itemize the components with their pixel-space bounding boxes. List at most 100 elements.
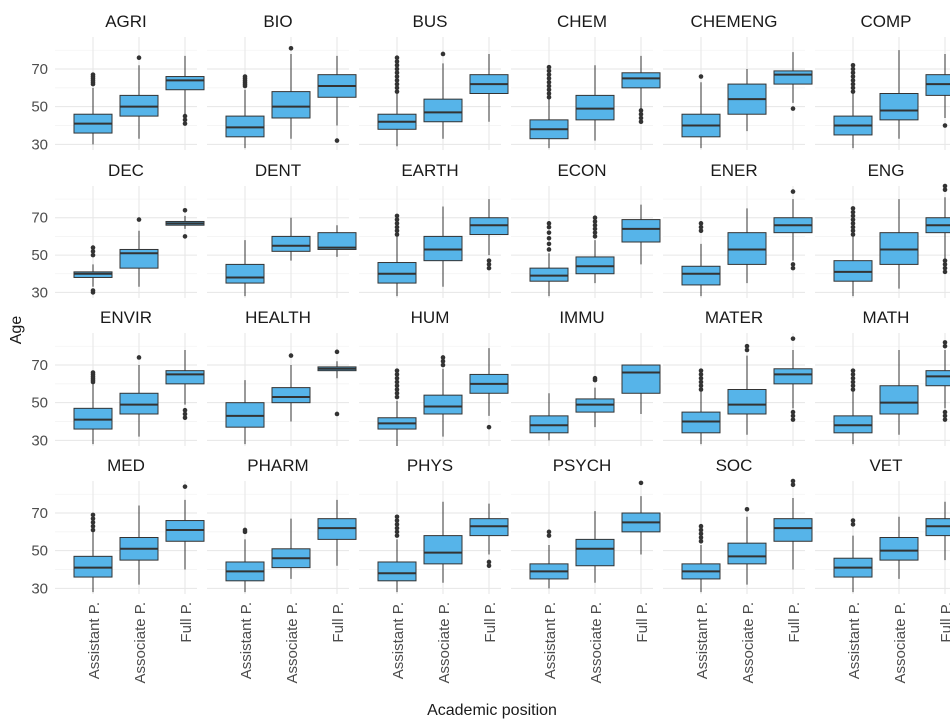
- outlier-point: [546, 64, 552, 70]
- box-iqr: [423, 98, 463, 123]
- y-tick-label: 70: [31, 505, 48, 522]
- outlier-point: [136, 355, 142, 360]
- facet-panel: EARTH: [359, 161, 509, 298]
- x-tick-label: Associate P.: [740, 602, 757, 683]
- outlier-point: [182, 117, 188, 123]
- box-iqr: [727, 389, 767, 415]
- outlier-point: [744, 347, 750, 353]
- outlier-point: [698, 74, 704, 79]
- box-iqr: [423, 394, 463, 415]
- box-iqr: [423, 535, 463, 565]
- box-1: [271, 518, 311, 579]
- outlier-point: [850, 372, 856, 377]
- outlier-point: [850, 74, 856, 79]
- facet-panel: MATER: [663, 308, 813, 446]
- x-tick-label: Associate P.: [284, 602, 301, 683]
- outlier-point: [850, 522, 856, 527]
- box-2: [469, 53, 509, 122]
- outlier-point: [440, 51, 446, 57]
- outlier-point: [242, 74, 248, 79]
- y-tick-label: 30: [31, 580, 48, 597]
- box-1: [879, 199, 919, 289]
- facet-label: BIO: [263, 12, 292, 31]
- outlier-point: [546, 68, 552, 74]
- box-0: [681, 368, 721, 445]
- outlier-point: [850, 89, 856, 94]
- box-iqr: [165, 76, 205, 91]
- outlier-point: [698, 535, 704, 540]
- box-iqr: [727, 542, 767, 565]
- y-tick-label: 30: [31, 284, 48, 301]
- outlier-point: [394, 390, 400, 396]
- outlier-point: [942, 183, 948, 189]
- outlier-point: [242, 527, 248, 533]
- box-2: [773, 52, 813, 111]
- box-2: [773, 478, 813, 570]
- outlier-point: [592, 375, 598, 381]
- x-tick-label: Associate P.: [892, 602, 909, 683]
- box-iqr: [271, 235, 311, 252]
- outlier-point: [394, 70, 400, 76]
- facet-panel: ENG: [815, 161, 950, 298]
- y-tick-label: 30: [31, 432, 48, 449]
- facet-label: SOC: [716, 456, 753, 475]
- box-2: [165, 349, 205, 421]
- facet-panel: BIO: [207, 12, 357, 150]
- outlier-point: [394, 533, 400, 538]
- facet-label: HEALTH: [245, 308, 311, 327]
- facet-label: ENER: [710, 161, 757, 180]
- outlier-point: [182, 113, 188, 119]
- y-tick-label: 70: [31, 61, 48, 78]
- facet-label: CHEMENG: [691, 12, 778, 31]
- y-tick-label: 30: [31, 136, 48, 153]
- facet-label: PHARM: [247, 456, 308, 475]
- x-tick-label: Full P.: [938, 602, 950, 643]
- outlier-point: [394, 368, 400, 373]
- outlier-point: [850, 66, 856, 72]
- y-tick-label: 50: [31, 247, 48, 264]
- x-tick-label: Full P.: [786, 602, 803, 643]
- box-2: [621, 480, 661, 555]
- facet-label: AGRI: [105, 12, 147, 31]
- outlier-point: [90, 523, 96, 529]
- outlier-point: [698, 375, 704, 381]
- outlier-point: [850, 224, 856, 230]
- outlier-point: [790, 413, 796, 419]
- facet-label: PHYS: [407, 456, 453, 475]
- x-tick-label: Assistant P.: [694, 602, 711, 679]
- outlier-point: [394, 62, 400, 68]
- facet-panel: ENVIR 30 50 70: [31, 308, 205, 449]
- box-1: [727, 69, 767, 132]
- x-tick-label: Assistant P.: [238, 602, 255, 679]
- box-1: [879, 50, 919, 139]
- box-iqr: [225, 263, 265, 284]
- box-2: [317, 499, 357, 566]
- outlier-point: [850, 217, 856, 222]
- outlier-point: [592, 222, 598, 228]
- outlier-point: [850, 387, 856, 392]
- outlier-point: [638, 108, 644, 113]
- box-1: [575, 215, 615, 284]
- outlier-point: [90, 520, 96, 525]
- box-2: [925, 340, 950, 422]
- box-1: [119, 355, 159, 437]
- outlier-point: [546, 94, 552, 100]
- outlier-point: [790, 336, 796, 341]
- box-iqr: [317, 232, 357, 250]
- facet-label: ENVIR: [100, 308, 152, 327]
- outlier-point: [942, 269, 948, 275]
- facet-panel: VET Assistant P. Associate P. Full P.: [815, 456, 950, 683]
- box-0: [681, 74, 721, 149]
- x-tick-label: Associate P.: [132, 602, 149, 683]
- outlier-point: [698, 383, 704, 389]
- outlier-point: [394, 74, 400, 79]
- outlier-point: [182, 411, 188, 417]
- box-0: [529, 393, 569, 441]
- outlier-point: [698, 372, 704, 377]
- box-2: [621, 364, 661, 414]
- outlier-point: [394, 217, 400, 222]
- outlier-point: [790, 482, 796, 488]
- outlier-point: [592, 215, 598, 221]
- box-2: [165, 484, 205, 570]
- box-1: [727, 208, 767, 284]
